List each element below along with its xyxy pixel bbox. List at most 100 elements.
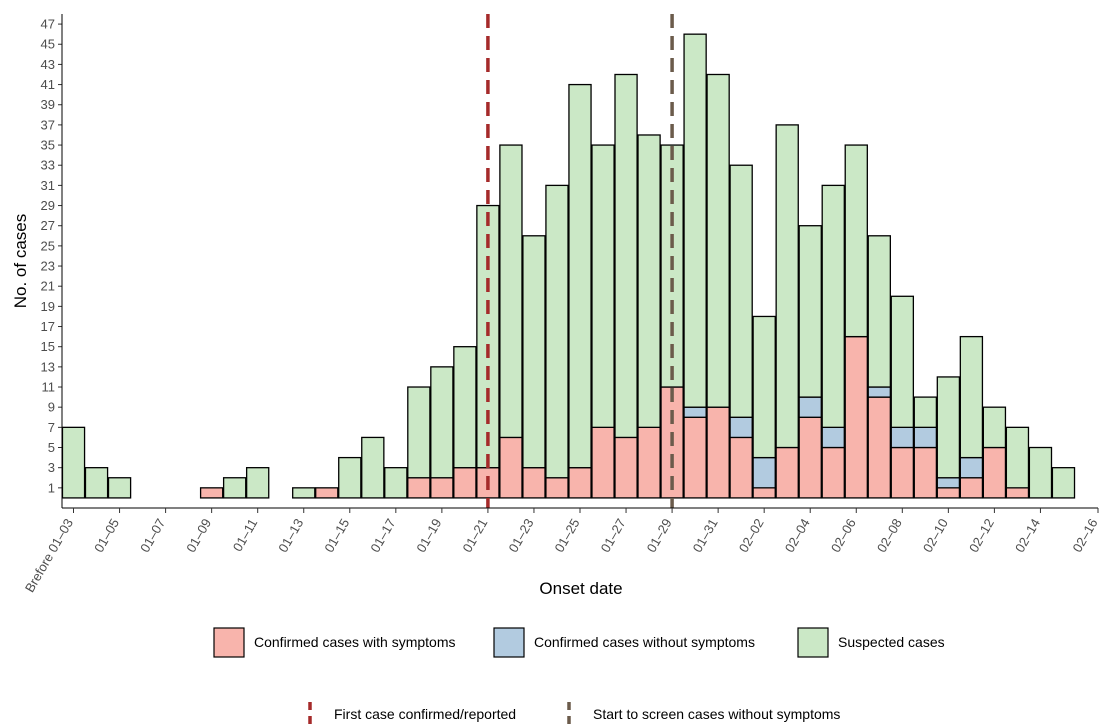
bar-segment-symptomatic xyxy=(729,436,753,499)
bar-segment-suspected xyxy=(61,426,86,499)
bar-segment-asymptomatic xyxy=(936,477,961,489)
legend-swatch xyxy=(213,627,245,658)
x-tick-label: 01–29 xyxy=(644,516,675,555)
y-tick-label: 43 xyxy=(41,57,55,72)
y-tick-label: 33 xyxy=(41,158,55,173)
y-tick-label: 5 xyxy=(48,440,55,455)
bar-segment-symptomatic xyxy=(798,416,822,499)
y-tick-label: 13 xyxy=(41,359,55,374)
bar-segment-suspected xyxy=(1028,446,1053,499)
y-tick-label: 41 xyxy=(41,77,55,92)
bar-segment-symptomatic xyxy=(752,487,776,499)
y-tick-label: 27 xyxy=(41,218,55,233)
bar-segment-symptomatic xyxy=(637,426,661,499)
legend-line-label: First case confirmed/reported xyxy=(334,706,516,722)
bar-segment-suspected xyxy=(913,396,938,428)
x-tick-label: 02–14 xyxy=(1012,516,1043,555)
bar-segment-suspected xyxy=(292,487,316,499)
x-tick-label: 02–08 xyxy=(874,516,905,555)
bar-segment-suspected xyxy=(361,436,385,499)
bar-segment-suspected xyxy=(637,134,661,428)
bar-segment-suspected xyxy=(453,346,477,469)
bar-segment-suspected xyxy=(844,144,868,338)
x-tick-label: 01–25 xyxy=(552,516,583,555)
bar-segment-suspected xyxy=(338,456,362,499)
bar-segment-suspected xyxy=(729,164,753,418)
x-tick-label: 01–21 xyxy=(459,516,490,555)
bar-segment-asymptomatic xyxy=(913,426,938,449)
y-tick-label: 47 xyxy=(41,17,55,32)
bar-segment-asymptomatic xyxy=(821,426,845,449)
bar-segment-symptomatic xyxy=(844,335,868,499)
y-axis-ticks: 1357911131517192123252729313335373941434… xyxy=(41,17,62,495)
y-tick-label: 29 xyxy=(41,198,55,213)
x-tick-label: 02–10 xyxy=(920,516,951,555)
legend-label: Confirmed cases with symptoms xyxy=(254,634,456,650)
legend-lines: First case confirmed/reported Start to sc… xyxy=(308,702,840,724)
x-tick-label: 02–02 xyxy=(736,516,767,555)
bar-segment-suspected xyxy=(959,335,984,459)
bars xyxy=(61,33,1076,499)
bar-segment-suspected xyxy=(107,477,132,499)
y-tick-label: 15 xyxy=(41,339,55,354)
bar-segment-symptomatic xyxy=(568,467,592,499)
bar-segment-asymptomatic xyxy=(683,406,707,418)
bar-segment-symptomatic xyxy=(821,446,845,499)
bar-segment-symptomatic xyxy=(959,477,984,499)
bar-segment-symptomatic xyxy=(522,467,546,499)
x-tick-label: 01–23 xyxy=(505,516,536,555)
y-tick-label: 25 xyxy=(41,238,55,253)
x-tick-label: 02–16 xyxy=(1070,516,1100,555)
bar-segment-symptomatic xyxy=(913,446,938,499)
legend-line-label: Start to screen cases without symptoms xyxy=(593,706,840,722)
bar-segment-suspected xyxy=(430,366,454,479)
bar-segment-suspected xyxy=(867,235,891,388)
bar-segment-suspected xyxy=(706,73,730,408)
bar-segment-suspected xyxy=(775,124,799,449)
x-tick-label: 01–09 xyxy=(183,516,214,555)
bar-segment-suspected xyxy=(499,144,523,439)
x-tick-label: 01–11 xyxy=(230,516,261,554)
y-tick-label: 39 xyxy=(41,97,55,112)
x-tick-label: Brefore 01–03 xyxy=(22,516,76,595)
y-tick-label: 11 xyxy=(42,380,56,395)
bar-segment-symptomatic xyxy=(315,487,339,499)
bar-segment-asymptomatic xyxy=(890,426,915,449)
bar-segment-suspected xyxy=(84,467,109,499)
y-tick-label: 9 xyxy=(48,400,55,415)
bar-segment-symptomatic xyxy=(453,467,477,499)
bar-segment-asymptomatic xyxy=(798,396,822,418)
bar-segment-symptomatic xyxy=(775,446,799,499)
bar-segment-suspected xyxy=(821,184,845,428)
y-tick-label: 35 xyxy=(41,138,55,153)
x-tick-label: 02–06 xyxy=(828,516,859,555)
bar-segment-symptomatic xyxy=(1005,487,1030,499)
bar-segment-symptomatic xyxy=(614,436,638,499)
legend-swatch xyxy=(493,627,525,658)
y-tick-label: 17 xyxy=(41,319,55,334)
x-tick-label: 01–17 xyxy=(367,516,398,555)
legend-swatch xyxy=(797,627,829,658)
bar-segment-suspected xyxy=(936,376,961,479)
bar-segment-suspected xyxy=(245,467,270,499)
bar-segment-asymptomatic xyxy=(752,456,776,489)
bar-segment-symptomatic xyxy=(430,477,454,499)
y-tick-label: 31 xyxy=(41,178,55,193)
x-tick-label: 01–19 xyxy=(413,516,444,555)
bar-segment-symptomatic xyxy=(867,396,891,499)
x-axis-title: Onset date xyxy=(539,579,622,598)
y-tick-label: 19 xyxy=(41,299,55,314)
legend-label: Suspected cases xyxy=(838,634,945,650)
bar-segment-suspected xyxy=(683,33,707,408)
bar-segment-symptomatic xyxy=(591,426,615,499)
legend-series: Confirmed cases with symptoms Confirmed c… xyxy=(213,627,945,658)
reference-lines xyxy=(486,14,674,508)
y-tick-label: 1 xyxy=(48,480,55,495)
bar-segment-symptomatic xyxy=(545,477,569,499)
bar-segment-symptomatic xyxy=(199,487,224,499)
bar-segment-suspected xyxy=(222,477,247,499)
bar-segment-asymptomatic xyxy=(867,386,891,398)
bar-segment-symptomatic xyxy=(936,487,961,499)
bar-segment-asymptomatic xyxy=(959,456,984,479)
